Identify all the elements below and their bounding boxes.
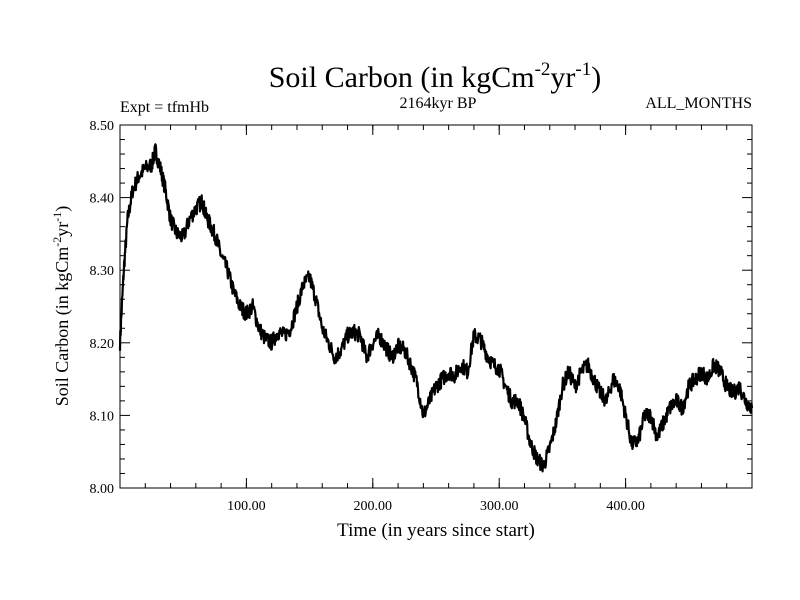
plot-frame	[119, 124, 753, 489]
x-tick-label: 400.00	[606, 499, 645, 514]
y-tick-label: 8.00	[90, 482, 115, 497]
subtitle-experiment: Expt = tfmHb	[120, 99, 209, 116]
x-axis-label: Time (in years since start)	[337, 520, 535, 541]
series-group	[118, 143, 754, 473]
y-tick-label: 8.10	[90, 409, 115, 424]
subtitle-period: 2164kyr BP	[400, 95, 477, 112]
y-tick-label: 8.30	[90, 264, 115, 279]
x-tick-label: 200.00	[354, 499, 393, 514]
chart-title: Soil Carbon (in kgCm-2yr-1)	[269, 59, 602, 94]
y-tick-label: 8.50	[90, 119, 115, 134]
y-tick-label: 8.40	[90, 192, 115, 207]
soil-carbon-line	[118, 143, 754, 473]
subtitle-months: ALL_MONTHS	[645, 95, 752, 112]
axis-ticks: 100.00 200.00 300.00 400.00 8.00 8.10 8.20 8.30…	[90, 119, 752, 514]
y-tick-label: 8.20	[90, 337, 115, 352]
y-axis-label: Soil Carbon (in kgCm-2yr-1)	[50, 206, 73, 407]
x-tick-label: 100.00	[227, 499, 266, 514]
x-tick-label: 300.00	[480, 499, 519, 514]
